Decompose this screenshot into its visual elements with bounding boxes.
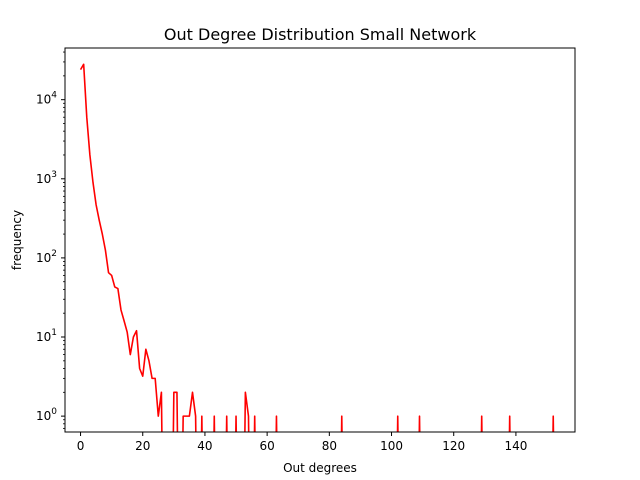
y-tick-base: 10: [36, 93, 51, 107]
series-layer: [79, 63, 555, 432]
x-axis: 0 20 40 60 80 100 120 140: [77, 432, 527, 453]
y-tick-exponent: 4: [51, 91, 57, 101]
y-tick-exponent: 2: [51, 249, 57, 259]
y-tick-base: 10: [36, 172, 51, 186]
x-tick-label: 140: [504, 439, 527, 453]
y-tick-exponent: 3: [51, 170, 57, 180]
axes-frame: [64, 47, 576, 433]
y-tick-label: 103: [36, 170, 57, 186]
x-tick-label: 120: [442, 439, 465, 453]
y-tick-label: 100: [36, 407, 57, 423]
y-tick-label: 102: [36, 249, 57, 265]
y-tick-label: 101: [36, 328, 57, 344]
y-axis-label: frequency: [10, 210, 24, 270]
y-tick-exponent: 0: [51, 407, 57, 417]
y-tick-label: 104: [36, 91, 57, 107]
y-tick-exponent: 1: [51, 328, 57, 338]
plot-area: [64, 47, 576, 433]
x-axis-label: Out degrees: [283, 461, 357, 475]
x-tick-label: 40: [197, 439, 212, 453]
series-line: [79, 63, 555, 432]
y-tick-base: 10: [36, 409, 51, 423]
x-tick-label: 0: [77, 439, 85, 453]
y-tick-base: 10: [36, 251, 51, 265]
x-tick-label: 60: [259, 439, 274, 453]
x-tick-label: 80: [322, 439, 337, 453]
x-tick-label: 20: [135, 439, 150, 453]
chart-title: Out Degree Distribution Small Network: [164, 25, 477, 44]
x-tick-label: 100: [380, 439, 403, 453]
y-tick-base: 10: [36, 330, 51, 344]
